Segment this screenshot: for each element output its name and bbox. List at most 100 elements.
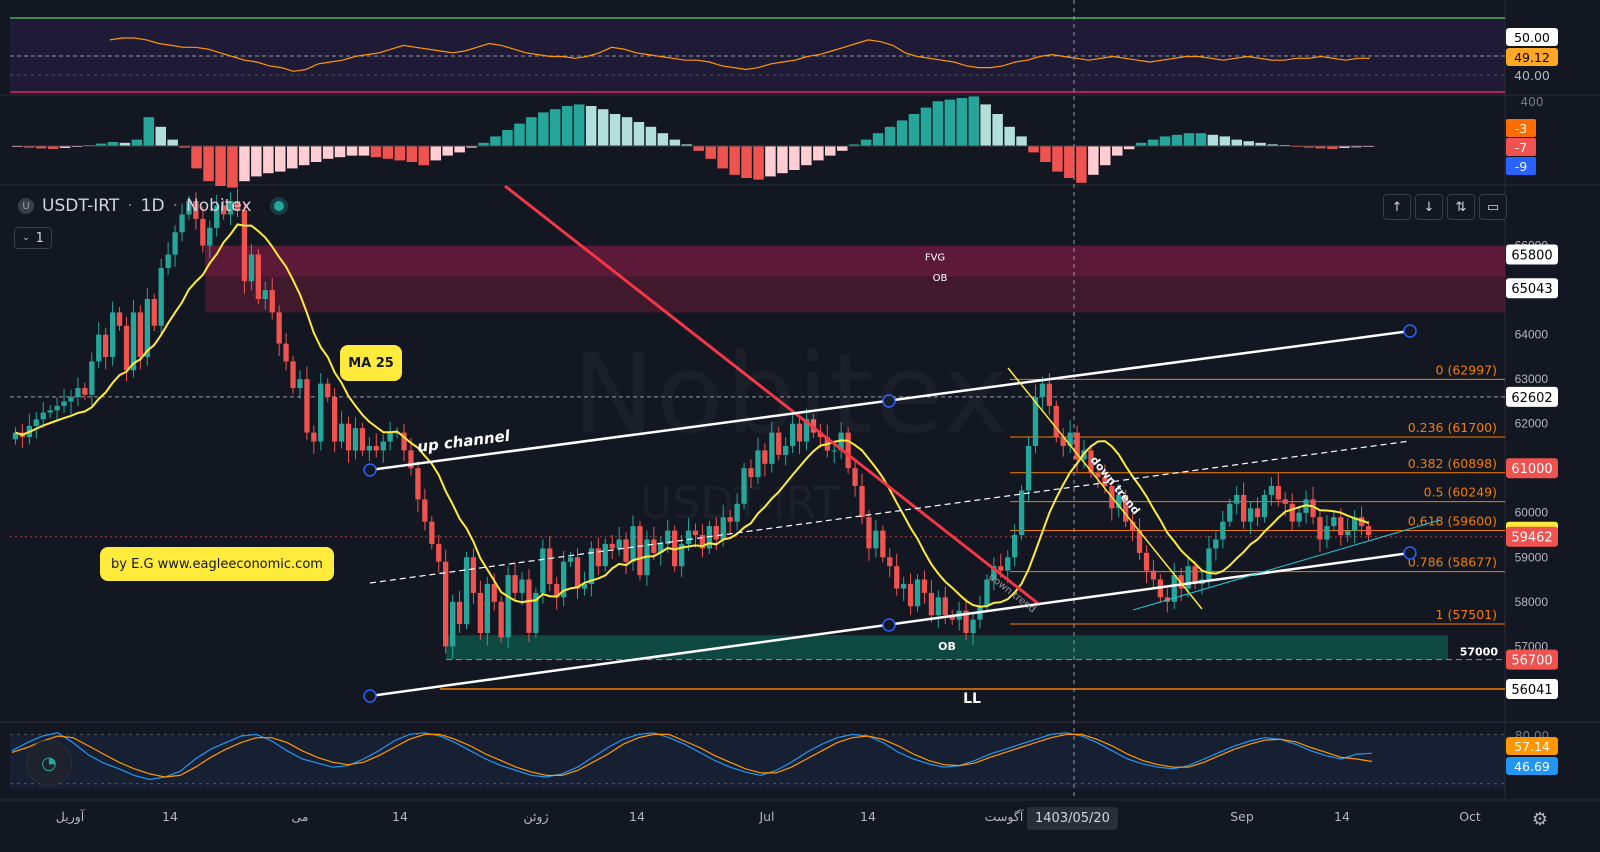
macd-histogram-bar bbox=[1207, 134, 1219, 146]
candle-body bbox=[415, 468, 421, 500]
move-up-button[interactable]: ↑ bbox=[1383, 194, 1411, 220]
macd-histogram-bar bbox=[597, 109, 609, 146]
macd-histogram-bar bbox=[478, 142, 489, 146]
macd-histogram-bar bbox=[1267, 144, 1278, 146]
channel-anchor-handle bbox=[1403, 546, 1417, 560]
gear-icon[interactable]: ⚙ bbox=[1531, 808, 1549, 830]
candle-body bbox=[283, 343, 289, 362]
candle-body bbox=[373, 446, 379, 451]
candle-body bbox=[366, 446, 372, 451]
candle-body bbox=[227, 201, 234, 215]
macd-histogram-bar bbox=[1315, 146, 1326, 149]
macd-histogram-bar bbox=[1231, 139, 1242, 146]
macd-histogram-bar bbox=[1339, 146, 1350, 148]
macd-histogram-bar bbox=[442, 146, 453, 156]
candle-body bbox=[290, 361, 296, 389]
candle-body bbox=[873, 530, 879, 549]
macd-histogram-bar bbox=[107, 142, 119, 146]
indicator-count-toggle[interactable]: ⌄ 1 bbox=[14, 227, 52, 249]
candle-body bbox=[297, 379, 303, 389]
move-down-button[interactable]: ↓ bbox=[1415, 194, 1443, 220]
candle-body bbox=[623, 539, 629, 562]
price-tick-label: 63000 bbox=[1515, 372, 1549, 386]
candle-body bbox=[574, 557, 581, 589]
candle-body bbox=[554, 584, 560, 598]
macd-histogram-bar bbox=[645, 126, 657, 146]
candle-body bbox=[179, 214, 185, 233]
candle-body bbox=[429, 521, 435, 544]
time-axis-label: 14 bbox=[1334, 809, 1350, 824]
candle-body bbox=[894, 566, 900, 589]
candle-body bbox=[214, 205, 220, 228]
candle-body bbox=[186, 201, 192, 215]
macd-axis-label: -7 bbox=[1515, 140, 1527, 155]
stoch-axis-label: 57.14 bbox=[1514, 739, 1550, 754]
macd-histogram-bar bbox=[813, 146, 824, 161]
candle-body bbox=[463, 557, 470, 625]
symbol-legend[interactable]: U USDT-IRT · 1D · Nobitex bbox=[18, 196, 284, 216]
macd-histogram-bar bbox=[693, 146, 704, 151]
collapse-icon: ⇅ bbox=[1455, 199, 1467, 215]
macd-histogram-bar bbox=[1243, 141, 1254, 146]
candle-body bbox=[852, 468, 858, 486]
candle-body bbox=[1234, 494, 1240, 504]
fib-level-label: 0.786 (58677) bbox=[1408, 555, 1497, 570]
stoch-line-pctK bbox=[11, 732, 1373, 781]
candle-body bbox=[783, 446, 789, 455]
candle-body bbox=[533, 592, 539, 633]
macd-histogram-bar bbox=[287, 146, 298, 169]
maximize-pane-button[interactable]: ▭ bbox=[1479, 194, 1507, 220]
rsi-axis-label: 50.00 bbox=[1514, 30, 1550, 45]
channel-anchor-handle bbox=[882, 618, 896, 632]
candle-body bbox=[720, 517, 726, 540]
macd-histogram-bar bbox=[789, 146, 800, 170]
macd-histogram-bar bbox=[538, 112, 549, 146]
fib-level-label: 0.5 (60249) bbox=[1424, 485, 1497, 500]
candle-body bbox=[325, 383, 331, 397]
candle-body bbox=[1025, 446, 1032, 491]
macd-histogram-bar bbox=[370, 146, 382, 158]
collapse-pane-button[interactable]: ⇅ bbox=[1447, 194, 1475, 220]
candle-body bbox=[1310, 499, 1316, 518]
macd-histogram-bar bbox=[860, 139, 872, 146]
candle-body bbox=[907, 584, 914, 607]
candle-body bbox=[1143, 552, 1150, 571]
coin-icon: U bbox=[18, 198, 34, 214]
macd-axis-label: -9 bbox=[1515, 159, 1528, 174]
macd-histogram-bar bbox=[1100, 146, 1111, 166]
candle-body bbox=[1282, 499, 1288, 504]
candle-body bbox=[75, 388, 81, 397]
macd-label-tag bbox=[1506, 119, 1536, 137]
tradingview-logo-icon[interactable]: ◔ bbox=[26, 740, 72, 786]
rsi-line bbox=[109, 37, 1370, 72]
candle-body bbox=[1053, 405, 1059, 438]
time-axis-label: می bbox=[291, 809, 308, 824]
candle-body bbox=[588, 548, 595, 584]
candle-body bbox=[1289, 503, 1295, 522]
candle-body bbox=[796, 423, 803, 442]
candle-body bbox=[901, 584, 907, 589]
macd-histogram-bar bbox=[825, 146, 836, 156]
macd-histogram-bar bbox=[633, 122, 645, 146]
price-label-tag bbox=[1506, 458, 1558, 479]
candle-body bbox=[47, 410, 53, 413]
candle-body bbox=[567, 557, 574, 562]
macd-histogram-bar bbox=[1303, 146, 1314, 148]
candle-body bbox=[672, 530, 678, 567]
candle-body bbox=[1074, 432, 1080, 460]
macd-histogram-bar bbox=[932, 101, 944, 146]
candle-body bbox=[234, 201, 241, 210]
candle-body bbox=[1338, 517, 1344, 535]
candle-body bbox=[82, 388, 88, 395]
candle-body bbox=[630, 526, 636, 562]
candle-body bbox=[512, 575, 518, 593]
price-label-text: 65043 bbox=[1511, 282, 1552, 297]
arrow-up-icon: ↑ bbox=[1391, 199, 1403, 215]
channel-anchor-handle bbox=[363, 689, 377, 703]
candle-body bbox=[1136, 530, 1143, 553]
macd-histogram-bar bbox=[382, 146, 394, 159]
candle-body bbox=[984, 579, 990, 607]
candle-body bbox=[1254, 508, 1261, 518]
candle-body bbox=[422, 499, 428, 522]
